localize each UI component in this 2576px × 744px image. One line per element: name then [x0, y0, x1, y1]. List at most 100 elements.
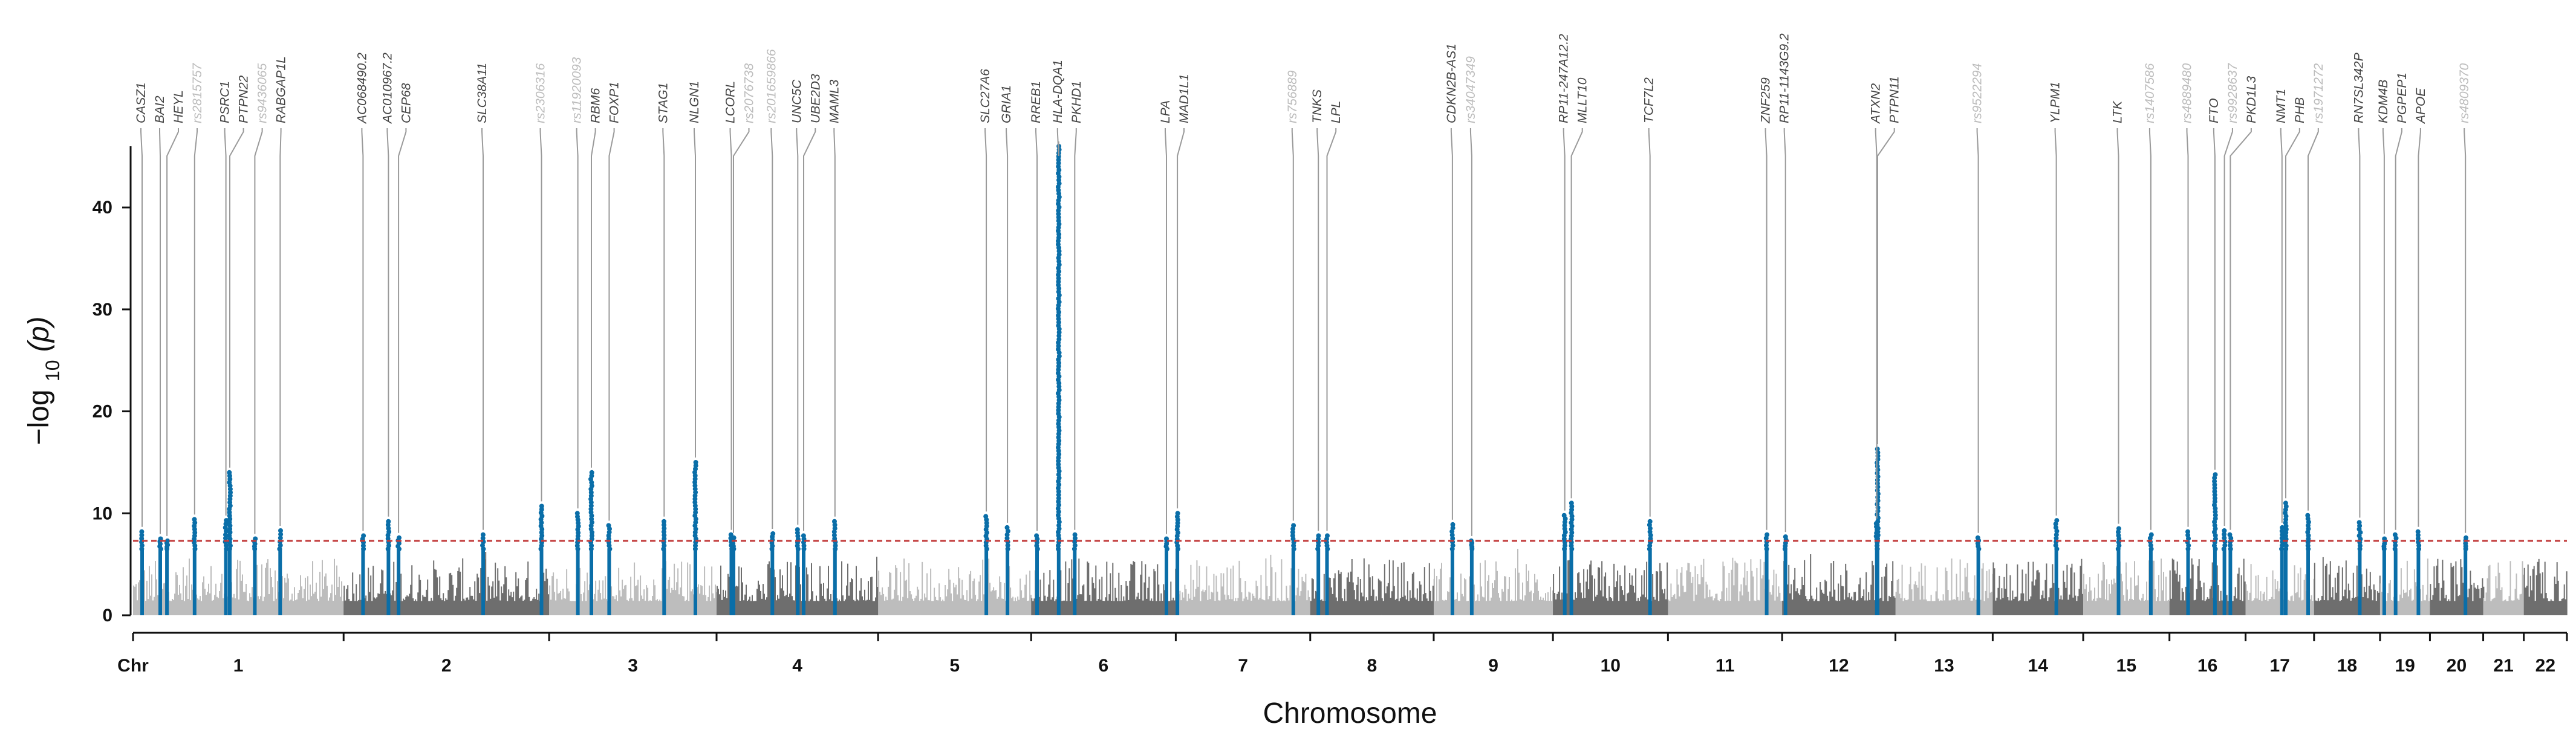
locus-point — [662, 519, 666, 524]
locus-label-SLC38A11: SLC38A11 — [475, 63, 489, 123]
locus-point — [1056, 546, 1061, 552]
locus-column — [1316, 549, 1321, 615]
y-axis: 0 10 20 30 40 — [93, 146, 132, 626]
locus-point — [223, 535, 228, 541]
leader-line-LTK — [2116, 128, 2119, 524]
locus-column — [2222, 549, 2226, 615]
locus-point — [2148, 546, 2154, 552]
chromosome-point-cloud-19 — [2379, 558, 2431, 615]
locus-point — [1316, 533, 1321, 539]
chromosome-points-3 — [549, 558, 718, 615]
leader-line-SLC27A6 — [984, 128, 987, 512]
locus-point — [1056, 384, 1062, 389]
locus-label-TNKS: TNKS — [1310, 89, 1324, 123]
locus-label-rs34047349: rs34047349 — [1464, 56, 1478, 123]
chromosome-point-cloud-12 — [1782, 554, 1896, 615]
locus-point — [2212, 485, 2217, 491]
locus-points-PTPN22 — [227, 470, 233, 615]
locus-points-UBE2D3 — [801, 533, 807, 615]
locus-point — [1873, 521, 1879, 526]
chromosome-points-17 — [2245, 564, 2315, 615]
locus-point — [2392, 546, 2398, 552]
locus-column — [576, 549, 580, 615]
locus-points-BAI2 — [157, 536, 163, 615]
locus-label-PHB: PHB — [2293, 97, 2307, 123]
locus-point — [728, 532, 733, 537]
locus-point — [1291, 523, 1296, 528]
locus-point — [2228, 543, 2233, 548]
leader-line-NMT1 — [2280, 128, 2283, 523]
x-tick-label-chr-2: 2 — [441, 656, 452, 676]
locus-point — [386, 543, 391, 548]
x-tick-label-chr-3: 3 — [628, 656, 638, 676]
locus-label-PGPEP1: PGPEP1 — [2395, 73, 2409, 123]
locus-label-rs4809370: rs4809370 — [2457, 63, 2471, 123]
chromosome-point-cloud-7 — [1176, 554, 1312, 615]
locus-point — [1056, 458, 1061, 464]
leader-line-LCORL — [729, 128, 732, 530]
x-tick-label-chr-15: 15 — [2116, 656, 2136, 676]
locus-point — [2279, 535, 2285, 541]
locus-point — [224, 546, 229, 552]
locus-column — [2280, 549, 2284, 615]
locus-point — [831, 532, 837, 538]
locus-label-rs9522294: rs9522294 — [1971, 63, 1985, 123]
locus-point — [1056, 161, 1061, 166]
locus-label-LTK: LTK — [2111, 100, 2125, 123]
leader-line-HEYL — [166, 128, 179, 536]
locus-points-APOE — [2415, 529, 2422, 615]
locus-point — [278, 543, 283, 548]
locus-label-ATXN2: ATXN2 — [1869, 83, 1883, 125]
leader-line-PKHD1 — [1074, 128, 1077, 530]
locus-label-UBE2D3: UBE2D3 — [808, 74, 822, 123]
leader-line-rs9436065 — [254, 128, 263, 534]
locus-point — [2415, 532, 2421, 538]
locus-column — [397, 549, 401, 615]
locus-point — [2415, 529, 2421, 534]
locus-point — [662, 536, 667, 542]
locus-point — [589, 470, 594, 475]
locus-point — [2392, 532, 2398, 537]
locus-points-rs2076738 — [730, 535, 737, 615]
locus-points-TCF7L2 — [1647, 519, 1653, 615]
locus-points-RN7SL342P — [2356, 520, 2363, 615]
x-tick-label-chr-21: 21 — [2493, 656, 2513, 676]
locus-point — [480, 535, 486, 541]
locus-label-rs201659866: rs201659866 — [764, 49, 778, 123]
locus-point — [2221, 546, 2226, 552]
locus-points-MLLT10 — [1569, 500, 1575, 615]
locus-point — [1783, 534, 1788, 540]
locus-point — [1072, 535, 1078, 541]
locus-column — [2416, 549, 2421, 615]
locus-label-APOE: APOE — [2414, 88, 2428, 125]
leader-line-CEP68 — [398, 128, 407, 533]
locus-label-NLGN1: NLGN1 — [688, 81, 701, 123]
chromosome-point-cloud-11 — [1668, 557, 1783, 615]
chromosome-points-2 — [343, 552, 550, 615]
chromosome-point-cloud-5 — [878, 558, 1032, 615]
locus-point — [588, 493, 594, 499]
leader-line-HLA-DQA1 — [1056, 128, 1059, 157]
locus-column — [2393, 549, 2398, 615]
locus-point — [2279, 528, 2285, 534]
locus-point — [1175, 511, 1180, 516]
locus-column — [1325, 549, 1329, 615]
chromosome-point-cloud-3 — [549, 558, 718, 615]
locus-point — [2280, 525, 2285, 530]
locus-point — [693, 460, 698, 465]
locus-point — [192, 540, 197, 545]
locus-point — [1056, 330, 1062, 335]
locus-point — [1056, 279, 1061, 284]
locus-point — [223, 525, 228, 530]
locus-point — [832, 536, 838, 542]
locus-point — [1056, 157, 1061, 163]
locus-point — [1056, 337, 1062, 342]
locus-column — [662, 549, 666, 615]
chromosome-point-cloud-17 — [2245, 564, 2315, 615]
locus-point — [2416, 546, 2421, 552]
leader-line-PTPN11 — [1877, 128, 1895, 444]
leader-line-ZNF259 — [1764, 128, 1768, 530]
locus-point — [1056, 252, 1062, 257]
